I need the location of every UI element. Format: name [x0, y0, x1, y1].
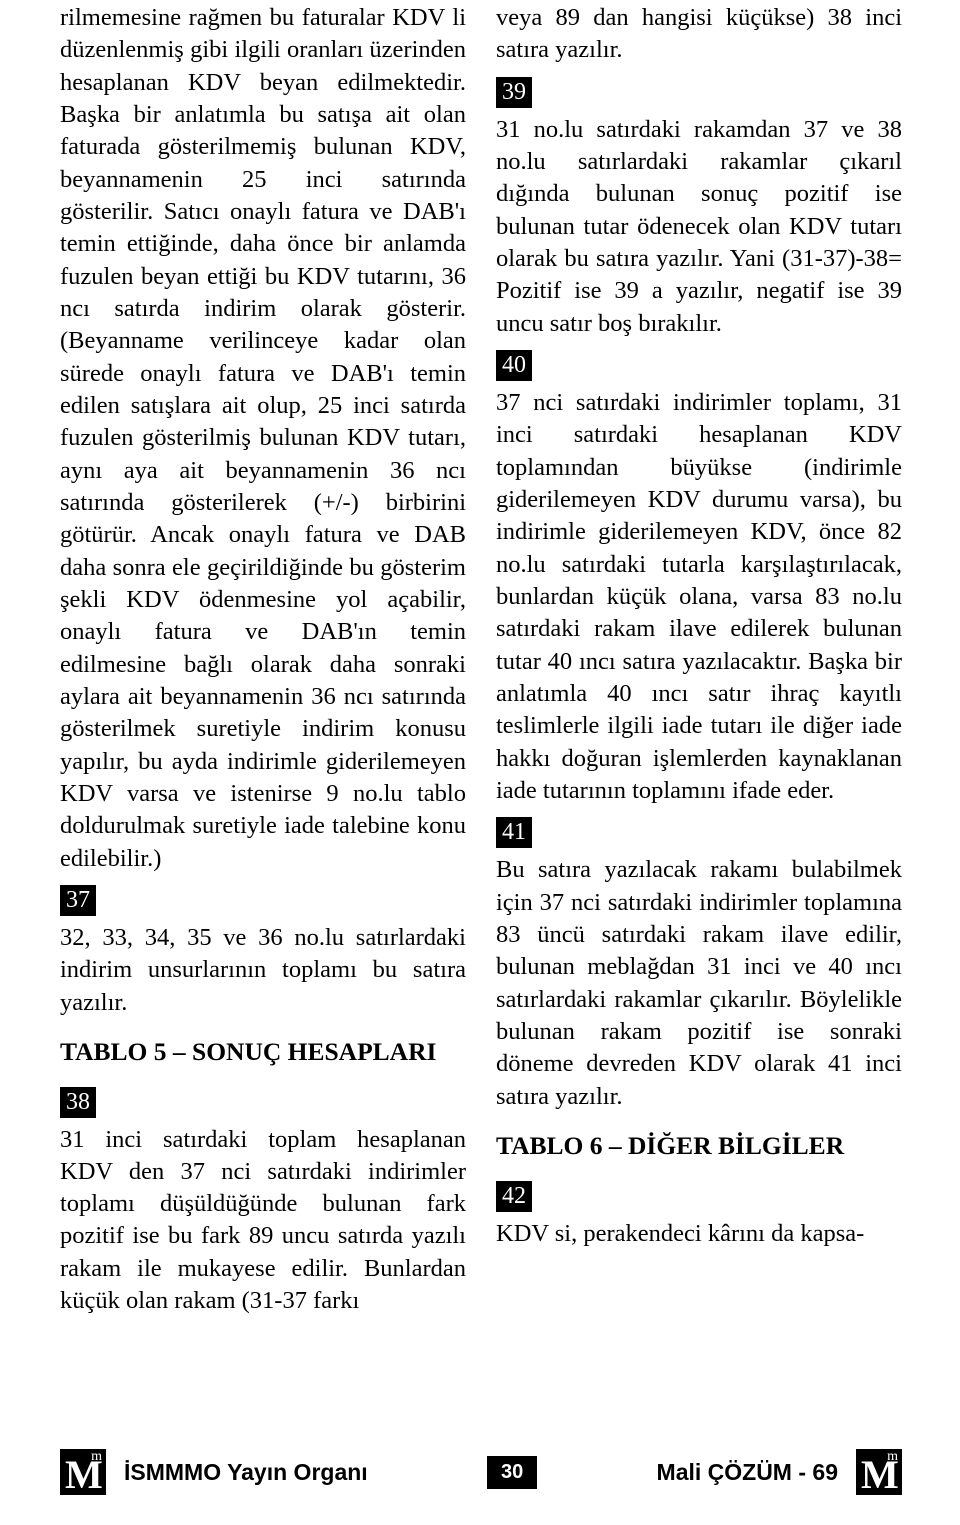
- body-paragraph: KDV si, perakendeci kârını da kapsa-: [496, 1218, 902, 1250]
- footer-publisher-text: İSMMMO Yayın Organı: [124, 1459, 368, 1486]
- footer-journal-text: Mali ÇÖZÜM - 69: [657, 1459, 838, 1486]
- body-paragraph: rilmemesine rağmen bu faturalar KDV li d…: [60, 2, 466, 875]
- page-number: 30: [487, 1456, 537, 1489]
- section-number-badge-37: 37: [60, 885, 96, 916]
- table-heading-5: TABLO 5 – SONUÇ HESAPLARI: [60, 1035, 466, 1069]
- section-number-badge-38: 38: [60, 1087, 96, 1118]
- section-number-badge-42: 42: [496, 1181, 532, 1212]
- page-footer: m M İSMMMO Yayın Organı 30 Mali ÇÖZÜM - …: [60, 1449, 902, 1495]
- publisher-logo-left: m M: [60, 1449, 106, 1495]
- page: rilmemesine rağmen bu faturalar KDV li d…: [0, 0, 960, 1317]
- body-paragraph: Bu satıra yazılacak rakamı bulabilmek iç…: [496, 854, 902, 1113]
- two-column-layout: rilmemesine rağmen bu faturalar KDV li d…: [60, 2, 902, 1317]
- section-number-badge-40: 40: [496, 350, 532, 381]
- footer-right-group: Mali ÇÖZÜM - 69 m M: [657, 1449, 902, 1495]
- body-paragraph: 31 no.lu satırdaki rakamdan 37 ve 38 no.…: [496, 114, 902, 340]
- logo-big-m: M: [65, 1455, 103, 1495]
- body-paragraph: veya 89 dan hangisi küçükse) 38 inci sat…: [496, 2, 902, 67]
- section-number-badge-41: 41: [496, 817, 532, 848]
- right-column: veya 89 dan hangisi küçükse) 38 inci sat…: [496, 2, 902, 1317]
- table-heading-6: TABLO 6 – DİĞER BİLGİLER: [496, 1129, 902, 1163]
- footer-left-group: m M İSMMMO Yayın Organı: [60, 1449, 368, 1495]
- logo-big-m: M: [861, 1455, 899, 1495]
- body-paragraph: 32, 33, 34, 35 ve 36 no.lu satırlardaki …: [60, 922, 466, 1019]
- body-paragraph: 31 inci satırdaki toplam hesaplanan KDV …: [60, 1124, 466, 1318]
- publisher-logo-right: m M: [856, 1449, 902, 1495]
- body-paragraph: 37 nci satırdaki indirimler toplamı, 31 …: [496, 387, 902, 807]
- section-number-badge-39: 39: [496, 77, 532, 108]
- left-column: rilmemesine rağmen bu faturalar KDV li d…: [60, 2, 466, 1317]
